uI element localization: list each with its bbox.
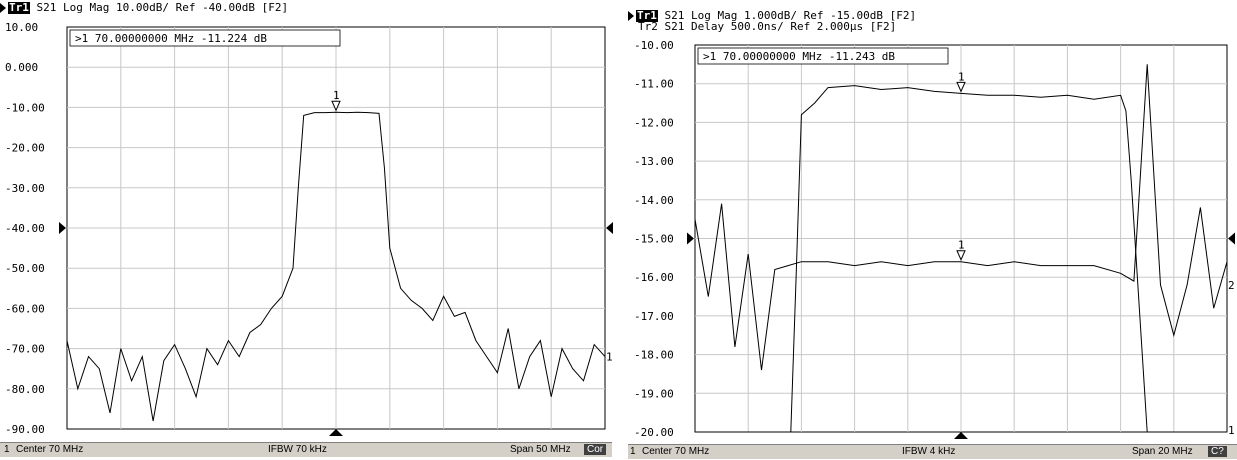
y-tick-label: -14.00 [634, 194, 674, 207]
y-tick-label: 10.00 [5, 21, 38, 34]
y-tick-label: -40.00 [5, 222, 45, 235]
trace-end-label: 2 [1228, 279, 1235, 292]
left-analyzer-panel: Tr1 S21 Log Mag 10.00dB/ Ref -40.00dB [F… [0, 0, 615, 460]
trace-tag[interactable]: Tr1 [8, 1, 30, 14]
correction-badge: C? [1208, 446, 1227, 457]
ref-level-arrow-icon [606, 222, 613, 234]
y-tick-label: -18.00 [634, 349, 674, 362]
trace-header-text: S21 Log Mag 1.000dB/ Ref -15.00dB [F2] [664, 9, 917, 22]
y-tick-label: -60.00 [5, 302, 45, 315]
y-tick-label: -15.00 [634, 233, 674, 246]
channel-number: 1 [630, 446, 636, 457]
ref-level-arrow-icon [687, 232, 694, 245]
series-line [695, 85, 1227, 433]
center-marker-icon [954, 432, 968, 439]
correction-badge: Cor [584, 444, 607, 455]
y-tick-label: -13.00 [634, 155, 674, 168]
ref-level-arrow-icon [1228, 232, 1235, 245]
channel-number: 1 [4, 444, 10, 455]
trace-tag[interactable]: Tr1 [636, 9, 658, 22]
marker-triangle-icon [956, 250, 966, 261]
y-tick-label: -17.00 [634, 310, 674, 323]
center-frequency[interactable]: Center 70 MHz [16, 444, 84, 455]
y-tick-label: -10.00 [5, 101, 45, 114]
right-chart: -10.00 -11.00 -12.00 -13.00 -14.00 -15.00 -16.… [634, 39, 1235, 439]
trace-header-text: S21 Log Mag 10.00dB/ Ref -40.00dB [F2] [36, 1, 289, 14]
trace-end-label: 1 [1228, 424, 1235, 437]
marker-readout-box [69, 29, 341, 47]
marker-label: 1 [958, 70, 965, 83]
y-tick-label: -20.00 [634, 426, 674, 439]
y-tick-label: -10.00 [634, 39, 674, 52]
y-tick-label: 0.000 [5, 61, 38, 74]
y-tick-label: -16.00 [634, 271, 674, 284]
y-tick-label: -80.00 [5, 383, 45, 396]
marker-readout: >1 70.00000000 MHz -11.243 dB [703, 50, 895, 63]
y-tick-label: -50.00 [5, 262, 45, 275]
y-tick-label: -19.00 [634, 387, 674, 400]
marker-triangle-icon [956, 81, 966, 93]
center-marker-icon [329, 429, 343, 436]
series-line [66, 111, 606, 422]
active-trace-arrow-icon [628, 11, 634, 21]
ifbw-setting[interactable]: IFBW 70 kHz [268, 444, 327, 455]
marker-triangle-icon [331, 100, 341, 112]
center-frequency[interactable]: Center 70 MHz [642, 446, 710, 457]
y-tick-label: -30.00 [5, 182, 45, 195]
right-trace-header-2: Tr2 S21 Delay 500.0ns/ Ref 2.000µs [F2] [638, 21, 896, 33]
y-tick-label: -20.00 [5, 142, 45, 155]
active-trace-arrow-icon [0, 3, 6, 13]
right-status-bar: 1 Center 70 MHz IFBW 4 kHz Span 20 MHz C… [628, 444, 1237, 459]
marker-label: 1 [333, 89, 340, 102]
series-line [694, 64, 1228, 371]
marker-readout: >1 70.00000000 MHz -11.224 dB [75, 32, 267, 45]
right-trace-header-1: Tr1 S21 Log Mag 1.000dB/ Ref -15.00dB [F… [628, 10, 916, 22]
y-tick-label: -11.00 [634, 78, 674, 91]
ifbw-setting[interactable]: IFBW 4 kHz [902, 446, 956, 457]
ref-level-arrow-icon [59, 222, 66, 234]
right-analyzer-panel: Tr1 S21 Log Mag 1.000dB/ Ref -15.00dB [F… [628, 0, 1237, 460]
y-tick-label: -70.00 [5, 343, 45, 356]
trace-end-label: 1 [606, 351, 613, 364]
marker-readout-box [697, 47, 949, 65]
y-tick-label: -12.00 [634, 116, 674, 129]
left-status-bar: 1 Center 70 MHz IFBW 70 kHz Span 50 MHz … [0, 442, 612, 457]
y-tick-label: -90.00 [5, 423, 45, 436]
left-trace-header: Tr1 S21 Log Mag 10.00dB/ Ref -40.00dB [F… [0, 2, 288, 14]
marker-label: 1 [958, 239, 965, 252]
span-setting[interactable]: Span 50 MHz [510, 444, 571, 455]
span-setting[interactable]: Span 20 MHz [1132, 446, 1193, 457]
left-chart: 10.00 0.000 -10.00 -20.00 -30.00 -40.00 -50.00… [5, 21, 613, 436]
trace2-header-text: Tr2 S21 Delay 500.0ns/ Ref 2.000µs [F2] [638, 20, 897, 33]
